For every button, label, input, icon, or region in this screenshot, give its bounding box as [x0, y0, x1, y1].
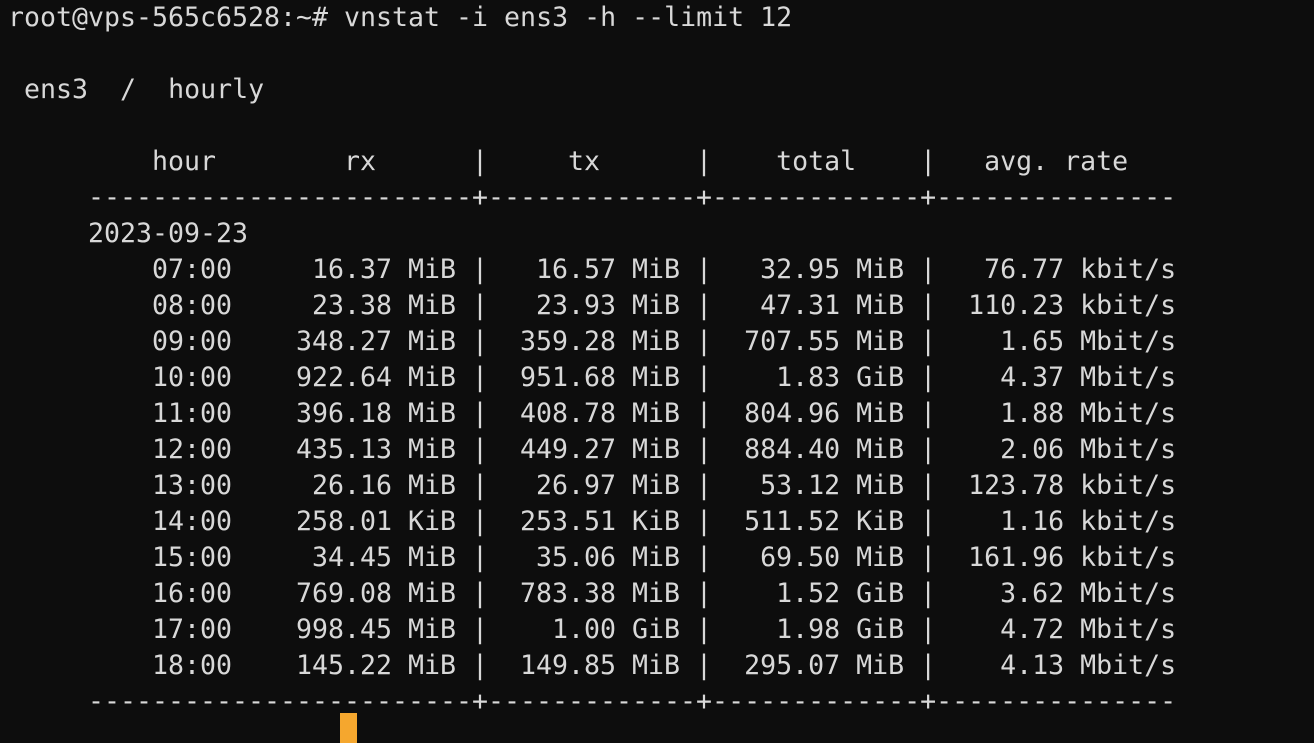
table-block: hour rx | tx | total | avg. rate -------… [8, 144, 1176, 720]
table-row: 16:00 769.08 MiB | 783.38 MiB | 1.52 GiB… [8, 578, 1177, 609]
table-row: 09:00 348.27 MiB | 359.28 MiB | 707.55 M… [8, 326, 1177, 357]
table-separator-bottom: ------------------------+-------------+-… [8, 686, 1177, 717]
view-name: hourly [168, 74, 265, 105]
prompt-line: root@vps-565c6528:~# vnstat -i ens3 -h -… [8, 0, 1176, 36]
table-header-row: hour rx | tx | total | avg. rate [8, 146, 1129, 177]
interface-name: ens3 [24, 74, 89, 105]
table-row: 12:00 435.13 MiB | 449.27 MiB | 884.40 M… [8, 434, 1177, 465]
table-date-row: 2023-09-23 [8, 218, 249, 249]
blank-line [8, 108, 1176, 144]
title-line: ens3 / hourly [8, 72, 1176, 108]
command-text: vnstat -i ens3 -h --limit 12 [344, 2, 793, 33]
table-row: 10:00 922.64 MiB | 951.68 MiB | 1.83 GiB… [8, 362, 1177, 393]
terminal-cursor [340, 713, 357, 743]
table-row: 13:00 26.16 MiB | 26.97 MiB | 53.12 MiB … [8, 470, 1177, 501]
table-row: 08:00 23.38 MiB | 23.93 MiB | 47.31 MiB … [8, 290, 1177, 321]
blank-line [8, 36, 1176, 72]
title-separator: / [120, 74, 137, 105]
table-row: 15:00 34.45 MiB | 35.06 MiB | 69.50 MiB … [8, 542, 1177, 573]
table-row: 17:00 998.45 MiB | 1.00 GiB | 1.98 GiB |… [8, 614, 1177, 645]
table-row: 07:00 16.37 MiB | 16.57 MiB | 32.95 MiB … [8, 254, 1177, 285]
shell-prompt: root@vps-565c6528:~# [8, 2, 329, 33]
terminal-screen[interactable]: root@vps-565c6528:~# vnstat -i ens3 -h -… [8, 0, 1176, 720]
table-row: 14:00 258.01 KiB | 253.51 KiB | 511.52 K… [8, 506, 1177, 537]
table-row: 11:00 396.18 MiB | 408.78 MiB | 804.96 M… [8, 398, 1177, 429]
table-row: 18:00 145.22 MiB | 149.85 MiB | 295.07 M… [8, 650, 1177, 681]
table-separator-top: ------------------------+-------------+-… [8, 182, 1177, 213]
